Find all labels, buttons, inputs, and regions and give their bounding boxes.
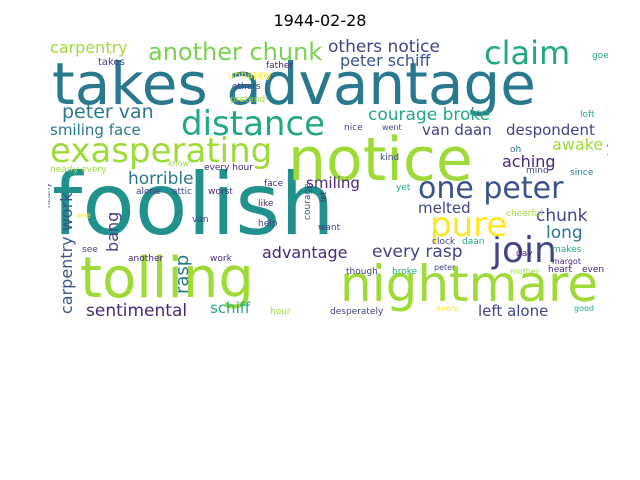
cloud-word: margot	[552, 257, 581, 266]
cloud-word: every	[436, 304, 459, 313]
cloud-word: goes	[592, 51, 608, 61]
chart-title: 1944-02-28	[273, 11, 367, 30]
cloud-word: awake	[552, 135, 603, 154]
cloud-word: face	[264, 179, 284, 189]
cloud-word: van	[192, 215, 209, 225]
cloud-word: broke	[392, 267, 418, 277]
cloud-word: went	[382, 123, 402, 132]
cloud-word: one peter	[418, 171, 564, 206]
cloud-word: day	[516, 249, 533, 259]
cloud-word: see	[82, 245, 98, 255]
cloud-word: smiling	[306, 174, 360, 192]
cloud-word: nearly	[48, 183, 52, 208]
cloud-word: unhappy	[228, 70, 272, 81]
cloud-word: oh	[510, 145, 521, 155]
cloud-word: clock	[432, 237, 456, 247]
cloud-word: smiling face	[50, 121, 141, 139]
cloud-word: join	[491, 230, 557, 271]
cloud-word: one	[76, 211, 91, 220]
cloud-word: let	[319, 192, 328, 202]
cloud-word: schiff	[210, 299, 251, 317]
cloud-word: daan	[462, 237, 484, 247]
cloud-word: carpentry work	[57, 192, 76, 314]
cloud-word: nearly every	[50, 165, 107, 175]
cloud-word: want	[318, 223, 341, 233]
cloud-word: foolish	[52, 155, 335, 255]
cloud-word: rasp	[172, 255, 193, 294]
cloud-word: peter schiff	[340, 51, 432, 70]
cloud-word: sentimental	[86, 301, 187, 320]
cloud-word: attic	[172, 187, 192, 197]
cloud-word: every rasp	[372, 242, 463, 262]
cloud-word: horrible	[128, 169, 194, 189]
cloud-word: carpentry	[50, 38, 128, 57]
cloud-word: notice	[288, 125, 473, 195]
cloud-word: mother	[510, 267, 540, 276]
cloud-word: takes advantage	[52, 50, 536, 118]
cloud-word: kind	[380, 153, 399, 163]
cloud-word: exasperating	[50, 131, 272, 171]
cloud-word: though	[346, 267, 378, 277]
cloud-word: long	[546, 223, 583, 243]
cloud-word: know	[168, 159, 190, 168]
cloud-word: pretend	[230, 95, 265, 105]
cloud-word: aching	[502, 152, 555, 171]
cloud-word: makes	[552, 245, 582, 255]
cloud-word: hour	[270, 307, 291, 317]
cloud-word: courage broke	[368, 105, 490, 125]
cloud-word: every hour	[204, 163, 253, 173]
cloud-word: melted	[418, 199, 471, 217]
cloud-word: courage	[303, 183, 313, 220]
cloud-word: others	[232, 82, 261, 92]
cloud-word: left	[607, 141, 608, 156]
cloud-word: alone	[136, 187, 161, 197]
cloud-word: nightmare	[340, 255, 598, 313]
cloud-word: help	[258, 219, 278, 229]
cloud-word: distance	[181, 104, 325, 144]
cloud-word: yet	[396, 183, 411, 193]
cloud-word: like	[258, 199, 274, 209]
cloud-word: mind	[526, 166, 549, 176]
cloud-word: loft	[580, 110, 595, 120]
cloud-word: others notice	[328, 38, 440, 57]
cloud-word: claim	[484, 38, 570, 72]
cloud-word: takes	[98, 57, 125, 68]
cloud-word: another	[128, 254, 163, 264]
cloud-word: even	[582, 265, 604, 275]
cloud-word: worst	[208, 187, 233, 197]
cloud-word: nice	[344, 123, 363, 133]
cloud-word: good	[574, 304, 594, 313]
cloud-word: left alone	[478, 302, 548, 320]
cloud-word: work	[210, 254, 233, 264]
cloud-word: van daan	[422, 121, 492, 139]
cloud-word: advantage	[262, 243, 347, 262]
cloud-word: another chunk	[148, 38, 322, 66]
cloud-word: peter	[434, 263, 456, 272]
cloud-word: since	[570, 168, 594, 178]
cloud-word: heart	[548, 265, 572, 275]
cloud-word: father	[266, 61, 293, 71]
cloud-word: chunk	[536, 206, 588, 226]
cloud-word: pure	[430, 205, 507, 245]
cloud-word: tolling	[80, 246, 254, 311]
cloud-word: despondent	[506, 121, 595, 139]
cloud-word: desperately	[330, 307, 384, 317]
cloud-word: bang	[103, 212, 122, 252]
word-cloud: foolish takes advantage notice tolling night…	[48, 38, 608, 320]
cloud-word: cheerful	[506, 209, 543, 219]
cloud-word: peter van	[62, 101, 154, 123]
